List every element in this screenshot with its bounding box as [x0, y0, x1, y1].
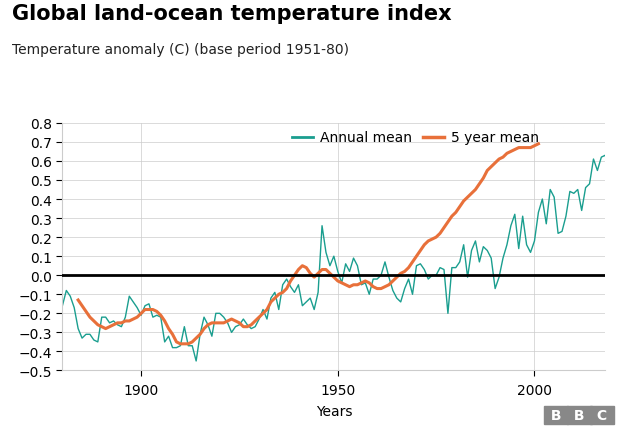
Text: Global land-ocean temperature index: Global land-ocean temperature index [12, 4, 452, 24]
Text: B: B [546, 408, 567, 422]
Text: Temperature anomaly (C) (base period 1951-80): Temperature anomaly (C) (base period 195… [12, 43, 349, 57]
X-axis label: Years: Years [316, 404, 352, 418]
Text: C: C [592, 408, 612, 422]
Legend: Annual mean, 5 year mean: Annual mean, 5 year mean [286, 126, 544, 150]
Text: B: B [569, 408, 590, 422]
